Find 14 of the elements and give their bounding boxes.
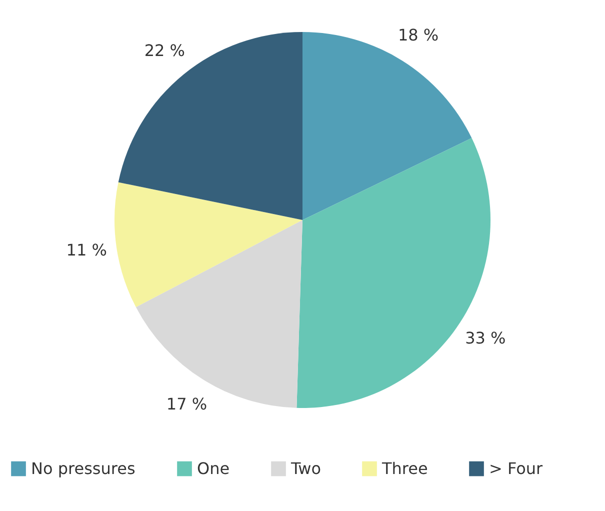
- data-label: 18 %: [398, 25, 439, 44]
- data-label: 11 %: [66, 240, 107, 260]
- pie-slice: [136, 220, 302, 408]
- data-label: 33 %: [465, 328, 506, 348]
- legend-label: No pressures: [31, 458, 136, 478]
- pie-slice: [114, 182, 302, 308]
- legend-label: One: [197, 458, 230, 478]
- legend-label: > Four: [489, 458, 544, 478]
- legend-label: Three: [381, 458, 428, 478]
- pie-slice: [118, 32, 302, 220]
- legend-label: Two: [290, 458, 321, 478]
- pie-slice: [296, 138, 490, 408]
- data-label: 22 %: [144, 41, 186, 60]
- data-label: 17 %: [166, 394, 208, 414]
